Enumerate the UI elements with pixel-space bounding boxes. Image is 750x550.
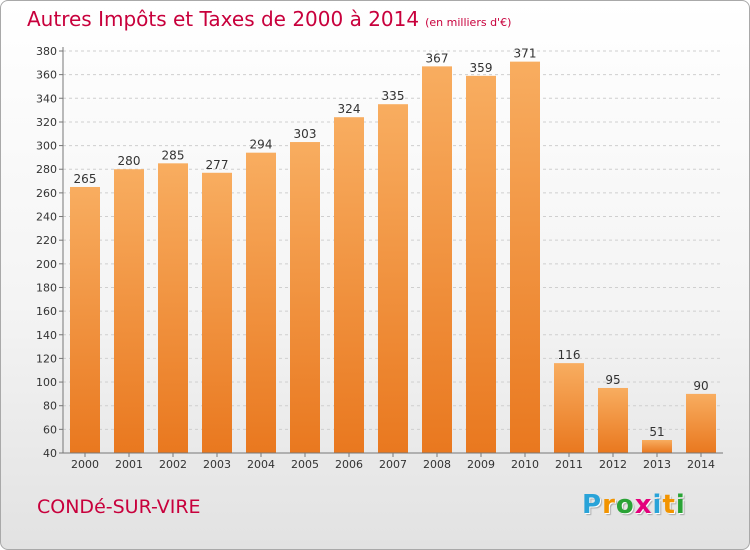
y-tick-label: 160 bbox=[36, 305, 57, 318]
x-tick-label: 2009 bbox=[467, 458, 495, 471]
value-label: 265 bbox=[74, 172, 97, 186]
y-tick-label: 280 bbox=[36, 163, 57, 176]
value-label: 371 bbox=[514, 47, 537, 61]
x-tick-label: 2012 bbox=[599, 458, 627, 471]
commune-name: CONDé-SUR-VIRE bbox=[37, 496, 201, 518]
value-label: 367 bbox=[426, 51, 449, 65]
value-label: 303 bbox=[294, 127, 317, 141]
y-tick-label: 200 bbox=[36, 258, 57, 271]
bar-2005 bbox=[290, 142, 320, 453]
chart-title-text: Autres Impôts et Taxes de 2000 à 2014 bbox=[27, 7, 420, 31]
logo-letter: i bbox=[652, 490, 663, 520]
y-tick-label: 100 bbox=[36, 376, 57, 389]
y-tick-label: 360 bbox=[36, 69, 57, 82]
y-tick-label: 340 bbox=[36, 92, 57, 105]
bar-2004 bbox=[246, 152, 276, 453]
x-tick-label: 2003 bbox=[203, 458, 231, 471]
bar-2011 bbox=[554, 363, 584, 453]
bar-2014 bbox=[686, 393, 716, 453]
bar-2010 bbox=[510, 61, 540, 454]
bars bbox=[70, 61, 716, 454]
y-tick-label: 240 bbox=[36, 211, 57, 224]
value-label: 95 bbox=[605, 373, 620, 387]
bar-2009 bbox=[466, 75, 496, 454]
bar-2001 bbox=[114, 169, 144, 453]
x-tick-label: 2013 bbox=[643, 458, 671, 471]
bar-2008 bbox=[422, 66, 452, 453]
x-tick-label: 2000 bbox=[71, 458, 99, 471]
chart-unit: (en milliers d'€) bbox=[425, 16, 512, 29]
y-tick-label: 140 bbox=[36, 329, 57, 342]
logo-letter: t bbox=[662, 490, 676, 520]
y-tick-label: 380 bbox=[36, 45, 57, 58]
y-tick-label: 60 bbox=[43, 423, 57, 436]
x-tick-label: 2014 bbox=[687, 458, 715, 471]
value-label: 285 bbox=[162, 148, 185, 162]
x-tick-label: 2006 bbox=[335, 458, 363, 471]
bar-2013 bbox=[642, 439, 672, 453]
chart-title: Autres Impôts et Taxes de 2000 à 2014 (en… bbox=[27, 7, 511, 31]
x-tick-label: 2002 bbox=[159, 458, 187, 471]
bar-2002 bbox=[158, 163, 188, 453]
y-tick-label: 180 bbox=[36, 281, 57, 294]
x-tick-label: 2008 bbox=[423, 458, 451, 471]
value-label: 335 bbox=[382, 89, 405, 103]
y-tick-label: 40 bbox=[43, 447, 57, 460]
value-label: 280 bbox=[118, 154, 141, 168]
y-tick-label: 300 bbox=[36, 140, 57, 153]
x-tick-label: 2001 bbox=[115, 458, 143, 471]
value-label: 116 bbox=[558, 348, 581, 362]
proxiti-logo: Proxiti bbox=[582, 490, 686, 520]
value-label: 359 bbox=[470, 61, 493, 75]
value-label: 294 bbox=[250, 138, 273, 152]
value-label: 90 bbox=[693, 379, 708, 393]
y-tick-label: 320 bbox=[36, 116, 57, 129]
bar-2007 bbox=[378, 104, 408, 454]
logo-letter: r bbox=[602, 490, 616, 520]
x-axis-ticks: 2000 2001 2002 2003 2004 2005 2006 2007 2008 2009… bbox=[71, 453, 715, 471]
logo-letter: x bbox=[634, 490, 653, 520]
bar-2006 bbox=[334, 117, 364, 453]
logo-letter: P bbox=[582, 490, 603, 520]
value-label: 324 bbox=[338, 102, 361, 116]
x-tick-label: 2011 bbox=[555, 458, 583, 471]
y-tick-label: 120 bbox=[36, 352, 57, 365]
y-tick-label: 220 bbox=[36, 234, 57, 247]
y-axis-ticks: 40 60 80 100 120 140 160 180 200 220 240 260 280 300 3… bbox=[36, 45, 63, 460]
bar-2000 bbox=[70, 186, 100, 453]
value-labels: 265 280 285 277 294 303 324 335 367 359 371 116 95 51… bbox=[74, 47, 709, 439]
value-label: 51 bbox=[649, 425, 664, 439]
logo-letter: o bbox=[615, 490, 635, 520]
logo-letter: i bbox=[675, 490, 686, 520]
x-tick-label: 2005 bbox=[291, 458, 319, 471]
x-tick-label: 2004 bbox=[247, 458, 275, 471]
bar-2012 bbox=[598, 387, 628, 453]
bar-2003 bbox=[202, 172, 232, 453]
x-tick-label: 2010 bbox=[511, 458, 539, 471]
y-tick-label: 80 bbox=[43, 400, 57, 413]
value-label: 277 bbox=[206, 158, 229, 172]
y-tick-label: 260 bbox=[36, 187, 57, 200]
x-tick-label: 2007 bbox=[379, 458, 407, 471]
